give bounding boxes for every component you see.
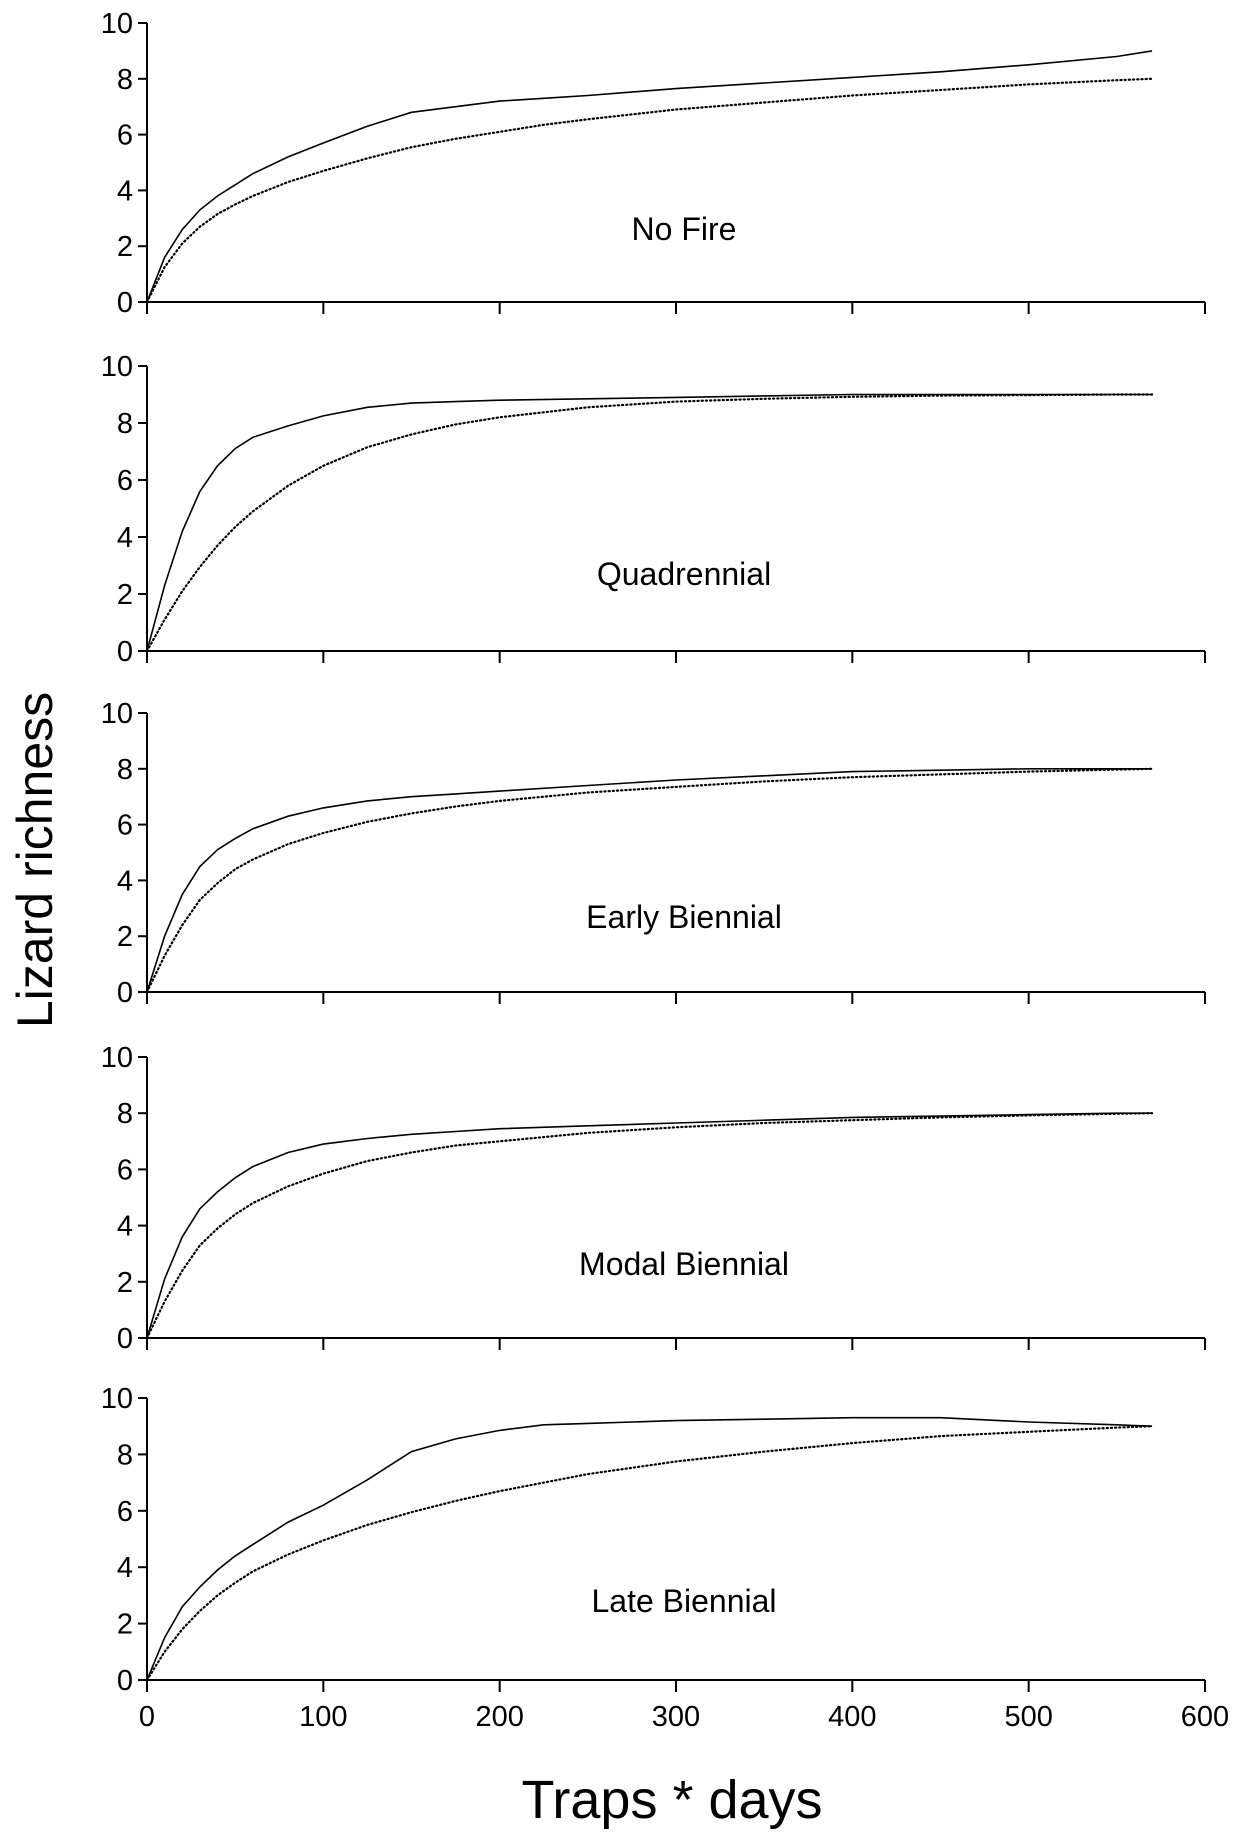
solid-curve: [146, 1112, 1153, 1339]
y-tick-label: 10: [101, 8, 133, 40]
y-tick-label: 6: [117, 120, 133, 152]
dotted-curve: [145, 393, 1154, 653]
solid-curve: [146, 1416, 1153, 1681]
y-tick-label: 0: [117, 287, 133, 319]
dotted-curve: [145, 77, 1154, 304]
y-tick-label: 6: [117, 810, 133, 842]
panel-label: Quadrennial: [597, 556, 771, 592]
y-tick-label: 8: [117, 1439, 133, 1471]
y-tick-label: 8: [117, 1098, 133, 1130]
panel-label: Late Biennial: [591, 1583, 776, 1619]
solid-curve: [146, 50, 1153, 303]
y-tick-label: 4: [117, 1211, 133, 1243]
x-tick-label: 0: [139, 1701, 155, 1733]
x-tick-label: 200: [475, 1701, 523, 1733]
x-axis-title: Traps * days: [521, 1770, 822, 1830]
y-tick-label: 2: [117, 231, 133, 263]
y-tick-label: 6: [117, 1154, 133, 1186]
panel-1: 0 2 4 6 8 10 No Fire: [101, 8, 1206, 319]
y-tick-label: 2: [117, 1609, 133, 1641]
y-tick-label: 2: [117, 1267, 133, 1299]
panel-label: Modal Biennial: [579, 1246, 789, 1282]
y-tick-label: 4: [117, 522, 133, 554]
y-tick-label: 4: [117, 865, 133, 897]
y-tick-label: 4: [117, 1552, 133, 1584]
y-tick-label: 8: [117, 754, 133, 786]
panel-2: 0 2 4 6 8 10 Quadrennial: [101, 351, 1206, 668]
panel-4: 0 2 4 6 8 10 Modal Biennial: [101, 1042, 1206, 1355]
solid-curve: [146, 393, 1153, 652]
y-tick-label: 0: [117, 1323, 133, 1355]
y-tick-label: 0: [117, 1665, 133, 1697]
y-tick-label: 6: [117, 465, 133, 497]
panel-label: Early Biennial: [586, 899, 782, 935]
panel-3: 0 2 4 6 8 10 Early Biennial: [101, 698, 1206, 1009]
y-tick-label: 8: [117, 408, 133, 440]
y-tick-label: 10: [101, 351, 133, 383]
y-tick-label: 10: [101, 1042, 133, 1074]
dotted-curve: [145, 1425, 1154, 1682]
dotted-curve: [145, 1112, 1154, 1340]
y-tick-label: 10: [101, 1383, 133, 1415]
y-tick-label: 2: [117, 921, 133, 953]
y-tick-label: 0: [117, 636, 133, 668]
x-tick-label: 100: [299, 1701, 347, 1733]
x-tick-label: 300: [652, 1701, 700, 1733]
y-tick-label: 10: [101, 698, 133, 730]
y-tick-label: 6: [117, 1496, 133, 1528]
y-tick-label: 0: [117, 977, 133, 1009]
solid-curve: [146, 768, 1153, 993]
y-tick-label: 8: [117, 64, 133, 96]
y-tick-label: 4: [117, 175, 133, 207]
x-tick-label: 400: [828, 1701, 876, 1733]
x-tick-label: 500: [1004, 1701, 1052, 1733]
y-tick-label: 2: [117, 579, 133, 611]
chart-panels: 0 2 4 6 8 10 No Fire 0 2 4 6 8 10 Quadrennial 0 2 4 6 8 10 E…: [101, 8, 1229, 1733]
y-axis-title: Lizard richness: [7, 692, 63, 1028]
dotted-curve: [145, 767, 1154, 994]
panel-label: No Fire: [632, 211, 737, 247]
x-tick-label: 600: [1181, 1701, 1229, 1733]
